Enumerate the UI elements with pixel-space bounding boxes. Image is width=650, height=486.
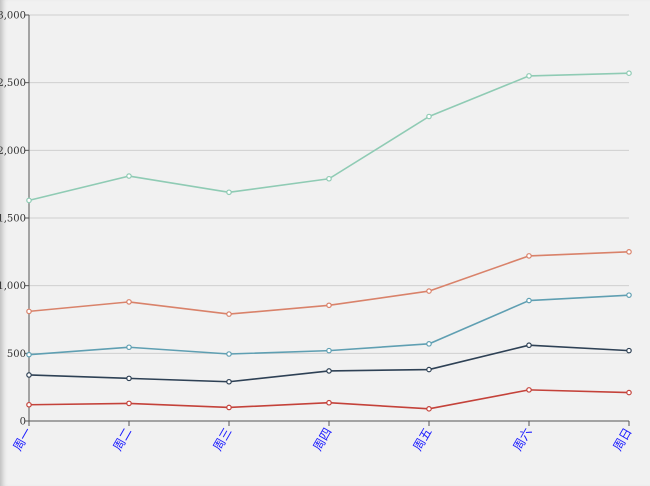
data-point[interactable] — [426, 406, 432, 412]
data-point[interactable] — [126, 375, 132, 382]
data-point[interactable] — [126, 173, 132, 179]
y-tick-label: 1,500 — [0, 214, 26, 225]
y-tick-label: 0 — [20, 417, 26, 428]
data-point[interactable] — [526, 342, 532, 349]
x-tick-label: 周二 — [110, 426, 134, 454]
data-point[interactable] — [126, 299, 132, 305]
x-tick-label: 周三 — [210, 426, 234, 454]
data-point[interactable] — [426, 288, 432, 294]
gridlines — [29, 14, 629, 354]
data-point[interactable] — [526, 387, 532, 393]
x-tick-label: 周四 — [310, 426, 334, 454]
data-point[interactable] — [426, 366, 432, 373]
x-tick-label: 周一 — [10, 426, 34, 454]
data-point[interactable] — [526, 73, 532, 79]
data-point[interactable] — [226, 189, 232, 196]
data-point[interactable] — [326, 368, 332, 374]
data-point[interactable] — [226, 378, 232, 385]
tick-labels: 0 500 1,000 1,500 2,000 2,500 3,000 周一 周二 周三 周四 周五 周… — [0, 11, 635, 454]
data-point[interactable] — [126, 400, 132, 407]
y-tick-label: 500 — [7, 349, 26, 360]
data-point[interactable] — [626, 249, 632, 255]
series-1 — [26, 70, 632, 204]
data-point[interactable] — [226, 311, 232, 317]
x-tick-label: 周六 — [510, 426, 534, 454]
series-4 — [26, 342, 632, 385]
x-tick-label: 周日 — [610, 426, 634, 454]
data-point[interactable] — [526, 253, 532, 259]
data-point[interactable] — [626, 292, 632, 298]
data-point[interactable] — [226, 404, 232, 411]
y-tick-label: 2,500 — [0, 78, 26, 89]
data-point[interactable] — [626, 347, 632, 354]
series-group — [26, 70, 632, 412]
data-point[interactable] — [326, 175, 332, 182]
series-line — [28, 389, 630, 410]
data-point[interactable] — [26, 197, 32, 204]
data-point[interactable] — [326, 399, 332, 406]
data-point[interactable] — [626, 70, 632, 76]
data-point[interactable] — [426, 341, 432, 347]
axes — [25, 14, 630, 426]
series-5 — [26, 387, 632, 412]
data-point[interactable] — [26, 401, 32, 408]
x-tick-label: 周五 — [410, 426, 434, 454]
data-point[interactable] — [326, 347, 332, 354]
y-tick-label: 3,000 — [0, 11, 26, 22]
data-point[interactable] — [26, 351, 32, 358]
y-tick-label: 2,000 — [0, 146, 26, 157]
y-tick-label: 1,000 — [0, 281, 26, 292]
data-point[interactable] — [26, 308, 32, 315]
data-point[interactable] — [526, 297, 532, 304]
series-3 — [26, 292, 632, 358]
data-point[interactable] — [426, 113, 432, 120]
data-point[interactable] — [626, 389, 632, 396]
data-point[interactable] — [226, 351, 232, 357]
series-2 — [26, 249, 632, 317]
data-point[interactable] — [326, 302, 332, 309]
data-point[interactable] — [26, 372, 32, 378]
data-point[interactable] — [126, 344, 132, 351]
